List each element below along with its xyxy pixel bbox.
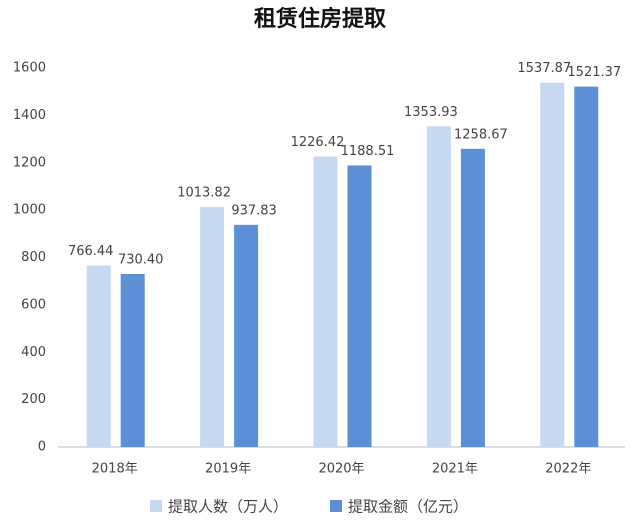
legend-swatch	[150, 500, 162, 512]
x-tick-label: 2020年	[318, 462, 364, 477]
value-label: 1013.82	[177, 185, 231, 200]
value-label: 1188.51	[341, 144, 395, 159]
bar	[540, 82, 565, 447]
legend-swatch	[330, 500, 342, 512]
value-label: 937.83	[231, 203, 277, 218]
bar	[200, 206, 225, 447]
value-label: 1226.42	[291, 135, 345, 150]
x-tick-label: 2021年	[432, 462, 478, 477]
x-tick-label: 2018年	[92, 462, 138, 477]
legend-label: 提取人数（万人）	[168, 498, 288, 516]
value-label: 1353.93	[404, 105, 458, 120]
value-label: 730.40	[118, 252, 164, 267]
y-tick-label: 200	[21, 392, 46, 407]
y-tick-label: 1200	[13, 155, 46, 170]
bar	[86, 265, 111, 447]
y-tick-label: 1600	[13, 61, 46, 76]
bar	[574, 86, 599, 447]
bar	[120, 273, 145, 447]
x-tick-label: 2019年	[205, 462, 251, 477]
value-label: 1258.67	[454, 127, 508, 142]
bar	[234, 224, 259, 447]
y-tick-label: 800	[21, 250, 46, 265]
bar	[460, 148, 485, 447]
bar	[347, 165, 372, 448]
value-label: 1521.37	[567, 65, 621, 80]
bar	[426, 126, 451, 447]
y-tick-label: 0	[38, 440, 46, 455]
value-label: 1537.87	[517, 61, 571, 76]
value-label: 766.44	[68, 244, 114, 259]
bar	[313, 156, 338, 447]
chart-title: 租赁住房提取	[254, 6, 386, 32]
x-tick-label: 2022年	[545, 462, 591, 477]
legend-label: 提取金额（亿元）	[348, 498, 468, 516]
y-tick-label: 600	[21, 297, 46, 312]
y-tick-label: 400	[21, 345, 46, 360]
y-tick-label: 1000	[13, 203, 46, 218]
y-tick-label: 1400	[13, 108, 46, 123]
